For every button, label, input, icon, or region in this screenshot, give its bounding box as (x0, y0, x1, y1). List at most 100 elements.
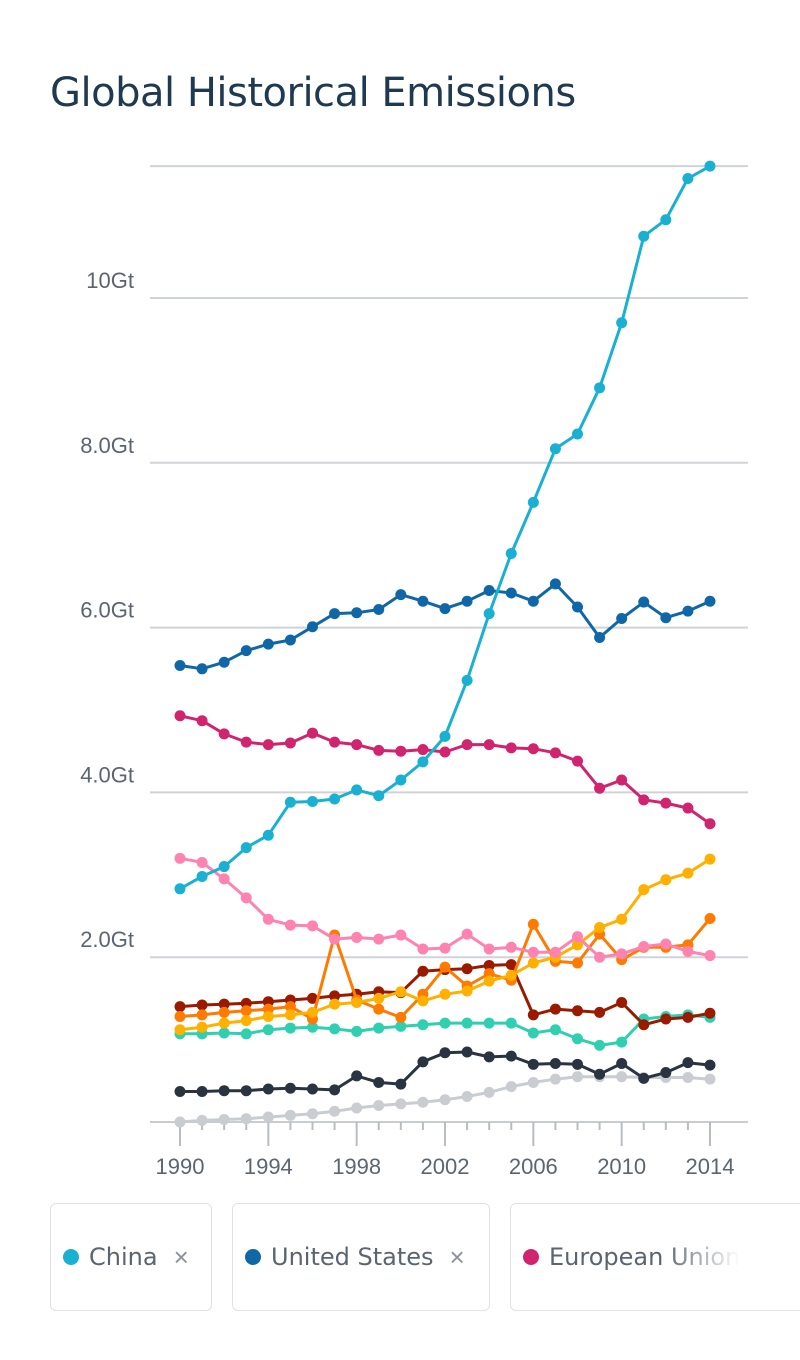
series-7-point-2006 (527, 1027, 539, 1039)
page-title: Global Historical Emissions (50, 70, 576, 116)
series-0-point-2011 (638, 230, 650, 242)
series-7-point-1998 (351, 1025, 363, 1037)
series-6-point-2006 (527, 1009, 539, 1021)
series-6-point-2011 (638, 1019, 650, 1031)
series-2-point-2011 (638, 794, 650, 806)
series-8-point-2002 (439, 1047, 451, 1059)
series-4-point-1993 (240, 1015, 252, 1027)
series-3-point-2006 (527, 946, 539, 958)
series-2-point-2013 (682, 802, 694, 814)
series-4-point-1995 (284, 1009, 296, 1021)
series-8-point-2008 (572, 1058, 583, 1070)
series-8-point-1998 (351, 1070, 363, 1082)
series-1-point-1993 (240, 645, 252, 657)
series-7-point-2007 (549, 1024, 561, 1036)
legend-chip-china[interactable]: China × (50, 1203, 212, 1311)
x-tick-label-2010: 2010 (597, 1154, 646, 1179)
series-0-point-2008 (572, 428, 583, 440)
series-8-point-2006 (527, 1058, 539, 1070)
series-0 (174, 160, 716, 895)
series-0-point-2002 (439, 730, 451, 742)
series-2-point-1992 (218, 728, 230, 740)
series-0-point-1999 (373, 790, 385, 802)
series-1-point-1998 (351, 607, 363, 619)
series-4-point-2013 (682, 867, 694, 879)
series-5-point-2008 (572, 957, 583, 969)
series-9-point-2006 (527, 1076, 539, 1088)
series-2-point-2008 (572, 755, 583, 767)
series-3-point-1995 (284, 919, 296, 931)
series-0-point-1998 (351, 784, 363, 796)
series-6-point-2014 (704, 1007, 716, 1019)
series-1-point-2002 (439, 603, 451, 615)
series-1-point-1997 (329, 608, 341, 620)
series-1-point-2000 (395, 589, 407, 601)
series-4-point-2004 (483, 975, 495, 987)
series-7-point-2002 (439, 1017, 451, 1029)
series-8-point-1995 (284, 1082, 296, 1094)
series-4-point-1997 (329, 998, 341, 1010)
series-5-point-1990 (174, 1011, 186, 1023)
y-tick-label-0: 2.0Gt (80, 927, 134, 952)
legend-chip-united-states[interactable]: United States × (232, 1203, 490, 1311)
series-4-point-2009 (594, 922, 606, 934)
series-7-point-1993 (240, 1028, 252, 1040)
series-3-point-1998 (351, 931, 363, 943)
series-9-point-2003 (461, 1090, 473, 1102)
series-2-point-1995 (284, 737, 296, 749)
series-8-point-2010 (616, 1057, 628, 1069)
x-tick-label-1998: 1998 (332, 1154, 381, 1179)
x-tick-label-1990: 1990 (156, 1154, 205, 1179)
series-8-point-1999 (373, 1076, 385, 1088)
series-8 (174, 1046, 716, 1098)
series-3-point-2004 (483, 943, 495, 955)
series-7-point-2010 (616, 1036, 628, 1048)
series-4 (174, 853, 716, 1036)
series-3-point-2011 (638, 940, 650, 952)
series-2-point-2012 (660, 797, 672, 809)
series-9-point-2004 (483, 1086, 495, 1098)
series-8-point-1997 (329, 1084, 341, 1096)
series-1-point-2010 (616, 613, 628, 625)
series-6-point-2001 (417, 965, 429, 977)
series-8-point-2012 (660, 1067, 672, 1079)
series-0-point-2009 (594, 382, 606, 394)
series-2-point-2005 (505, 742, 517, 754)
series-9-point-1992 (218, 1114, 230, 1126)
series-8-point-1990 (174, 1086, 186, 1098)
remove-china-icon[interactable]: × (173, 1241, 189, 1272)
series-0-point-2005 (505, 547, 517, 559)
series-1-point-2001 (417, 595, 429, 607)
series-8-point-2004 (483, 1051, 495, 1063)
series-8-point-2003 (461, 1046, 473, 1058)
series-6-point-1991 (196, 999, 208, 1011)
series-5-point-2002 (439, 961, 451, 973)
series-2-point-2004 (483, 739, 495, 751)
china-color-dot (63, 1249, 79, 1265)
series-9-point-1991 (196, 1114, 208, 1126)
series-9-point-1999 (373, 1100, 385, 1112)
series-6-point-2009 (594, 1006, 606, 1018)
series-3-point-1990 (174, 852, 186, 864)
y-tick-label-4: 10Gt (86, 268, 134, 293)
series-4-point-2005 (505, 969, 517, 981)
series-3-point-2008 (572, 931, 583, 943)
series-1-point-1996 (307, 621, 318, 633)
series-1-point-2005 (505, 587, 517, 599)
series-8-point-2009 (594, 1068, 606, 1080)
series-4-point-2002 (439, 988, 451, 1000)
remove-united-states-icon[interactable]: × (449, 1241, 465, 1272)
series-9-point-1994 (262, 1111, 274, 1123)
series-8-point-2014 (704, 1059, 716, 1071)
series-7-point-2008 (572, 1033, 583, 1045)
series-2 (174, 710, 716, 830)
x-tick-label-2006: 2006 (509, 1154, 558, 1179)
series-5-point-1992 (218, 1006, 230, 1018)
series-9-point-1995 (284, 1109, 296, 1121)
legend-label-united-states: United States (271, 1243, 434, 1271)
legend-chip-european-union[interactable]: European Union (510, 1203, 800, 1311)
axes: 2.0Gt 4.0Gt 6.0Gt 8.0Gt 10Gt 1990 1994 1998 2002… (80, 268, 748, 1179)
series-7-point-1999 (373, 1022, 385, 1034)
series-0-point-2006 (527, 496, 539, 508)
x-tick-label-2014: 2014 (686, 1154, 735, 1179)
